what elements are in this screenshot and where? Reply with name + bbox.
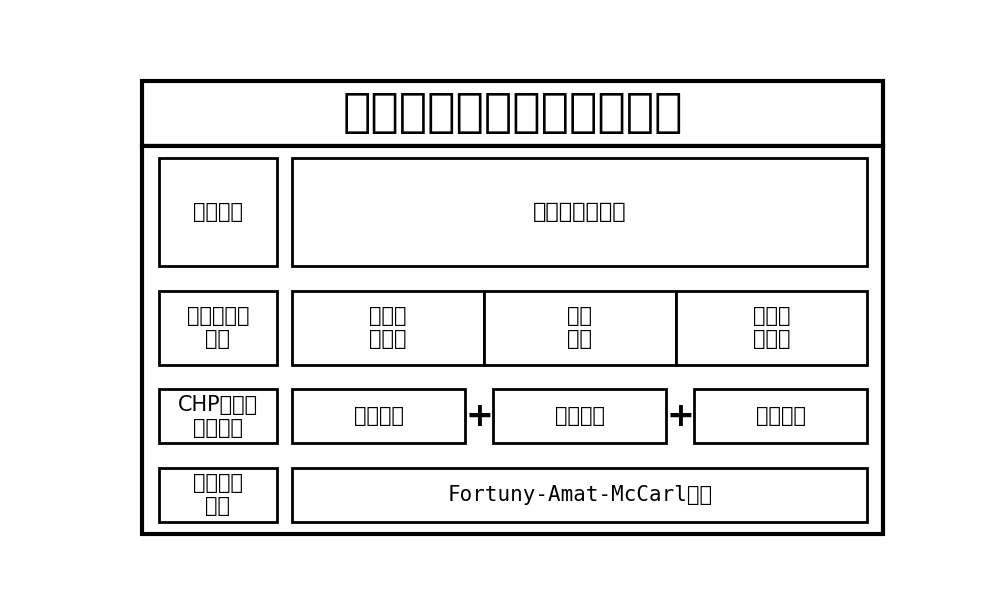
Text: 目标函数: 目标函数 <box>193 202 243 222</box>
Bar <box>676 291 867 365</box>
Text: 热网
模型: 热网 模型 <box>567 306 592 349</box>
Text: 系统经济性最优: 系统经济性最优 <box>533 202 627 222</box>
Bar <box>159 291 277 365</box>
Text: 建筑物
热模型: 建筑物 热模型 <box>753 306 790 349</box>
Bar <box>292 389 465 443</box>
Bar <box>142 81 883 146</box>
Bar <box>484 291 676 365</box>
Text: +: + <box>666 400 694 433</box>
Bar <box>694 389 867 443</box>
Bar <box>292 468 867 522</box>
Text: 求解方法
转化: 求解方法 转化 <box>193 473 243 517</box>
Bar <box>292 158 867 266</box>
Bar <box>159 468 277 522</box>
Text: +: + <box>465 400 493 433</box>
Bar <box>292 291 484 365</box>
Text: Fortuny-Amat-McCarl方法: Fortuny-Amat-McCarl方法 <box>447 485 712 505</box>
Bar <box>159 158 277 266</box>
Bar <box>159 389 277 443</box>
Bar <box>493 389 666 443</box>
Text: 背压模式: 背压模式 <box>354 406 404 426</box>
Bar <box>142 146 883 534</box>
Text: 电力系
统模型: 电力系 统模型 <box>369 306 407 349</box>
Text: 综合能源系统优化调度方法: 综合能源系统优化调度方法 <box>342 91 683 136</box>
Text: 基础模型及
约束: 基础模型及 约束 <box>187 306 249 349</box>
Text: 切换模式: 切换模式 <box>756 406 806 426</box>
Text: CHP全模式
运行模型: CHP全模式 运行模型 <box>178 395 258 438</box>
Text: 抽凝模式: 抽凝模式 <box>555 406 605 426</box>
